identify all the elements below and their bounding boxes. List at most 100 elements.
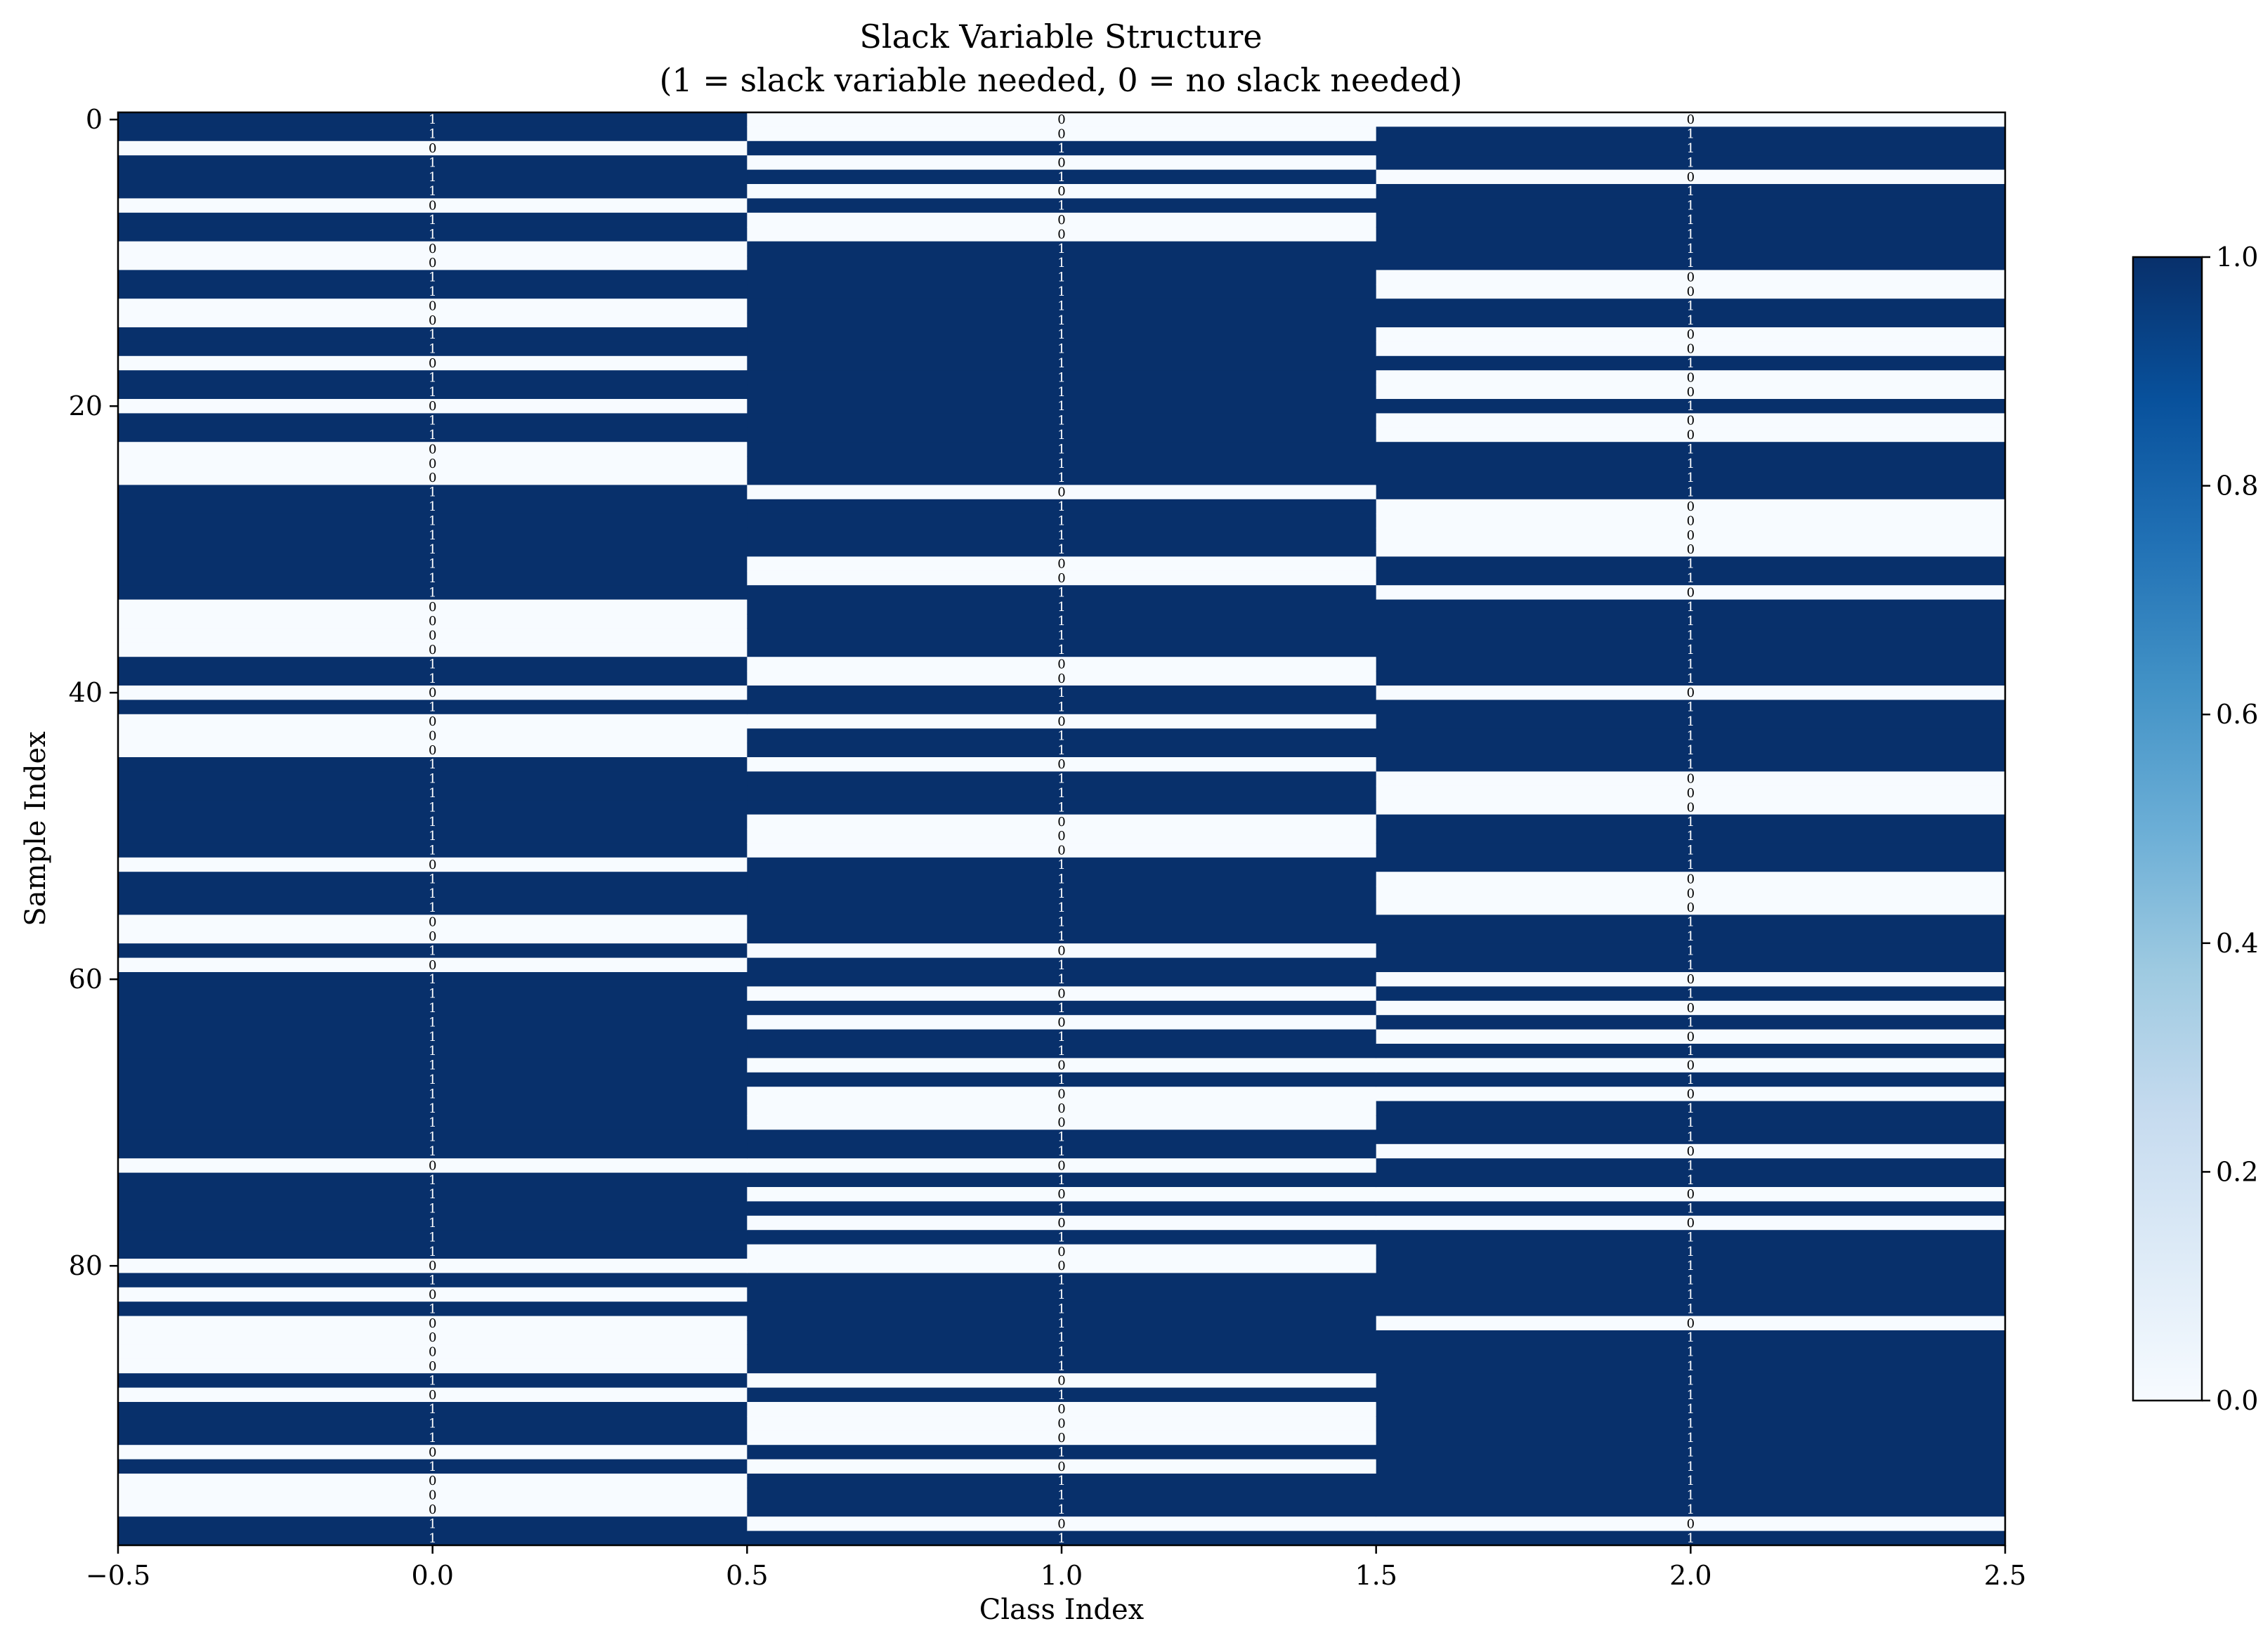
heatmap-cell — [747, 943, 1377, 959]
heatmap-cell — [1376, 1058, 2006, 1073]
cell-value-label: 0 — [1057, 1115, 1065, 1130]
heatmap-cell — [118, 227, 748, 242]
cell-value-label: 1 — [429, 342, 436, 357]
heatmap-cell — [747, 227, 1377, 242]
heatmap-cell — [747, 1330, 1377, 1345]
cell-value-label: 1 — [1057, 1330, 1065, 1345]
cell-value-label: 1 — [1057, 499, 1065, 514]
cell-value-label: 1 — [1057, 1302, 1065, 1316]
heatmap-cell — [747, 556, 1377, 572]
heatmap-cell — [747, 843, 1377, 858]
cell-value-label: 0 — [1057, 112, 1065, 127]
heatmap-cell — [1376, 1215, 2006, 1231]
heatmap-cell — [747, 1430, 1377, 1446]
heatmap-cell — [1376, 872, 2006, 887]
heatmap-cell — [1376, 642, 2006, 657]
cell-value-label: 1 — [1057, 442, 1065, 457]
heatmap-cell — [1376, 227, 2006, 242]
heatmap-cell — [118, 1115, 748, 1130]
cell-value-label: 1 — [429, 972, 436, 987]
heatmap-cell — [1376, 771, 2006, 787]
cell-value-label: 1 — [1687, 657, 1695, 671]
heatmap-cell — [118, 570, 748, 586]
heatmap-cell — [747, 742, 1377, 758]
cell-value-label: 1 — [429, 1402, 436, 1417]
cell-value-label: 1 — [429, 542, 436, 557]
heatmap-cell — [118, 1087, 748, 1102]
heatmap-cell — [1376, 1330, 2006, 1345]
cell-value-label: 0 — [429, 1445, 436, 1460]
heatmap-cell — [747, 900, 1377, 915]
heatmap-cell — [1376, 1402, 2006, 1417]
heatmap-cell — [1376, 700, 2006, 715]
cell-value-label: 0 — [1057, 485, 1065, 500]
cell-value-label: 1 — [1057, 800, 1065, 815]
cell-value-label: 1 — [1057, 1287, 1065, 1302]
chart-subtitle: (1 = slack variable needed, 0 = no slack… — [659, 61, 1462, 99]
cell-value-label: 1 — [429, 370, 436, 385]
cell-value-label: 1 — [429, 815, 436, 830]
cell-value-label: 0 — [429, 1388, 436, 1403]
cell-value-label: 1 — [1057, 1531, 1065, 1546]
cell-value-label: 0 — [1057, 127, 1065, 142]
cell-value-label: 1 — [429, 1115, 436, 1130]
heatmap-cell — [747, 957, 1377, 973]
cell-value-label: 1 — [1687, 1115, 1695, 1130]
heatmap-cell — [1376, 1459, 2006, 1474]
cell-value-label: 1 — [1057, 471, 1065, 485]
cell-value-label: 0 — [429, 743, 436, 758]
heatmap-cell — [747, 1172, 1377, 1188]
heatmap-cell — [747, 499, 1377, 514]
x-tick-label: −0.5 — [86, 1560, 150, 1591]
cell-value-label: 1 — [1687, 1445, 1695, 1460]
heatmap-cell — [1376, 857, 2006, 872]
heatmap-cell — [1376, 1101, 2006, 1116]
heatmap-cell — [747, 1259, 1377, 1273]
heatmap-cell — [747, 471, 1377, 485]
cell-value-label: 1 — [1687, 1402, 1695, 1417]
heatmap-cell — [747, 686, 1377, 700]
cell-value-label: 1 — [1687, 1202, 1695, 1217]
heatmap-cell — [1376, 198, 2006, 214]
heatmap-cell — [118, 1488, 748, 1503]
heatmap-cell — [118, 657, 748, 672]
cell-value-label: 1 — [429, 270, 436, 285]
heatmap-cell — [747, 327, 1377, 342]
cell-value-label: 1 — [1687, 571, 1695, 586]
heatmap-cell — [118, 1044, 748, 1058]
heatmap-cell — [118, 1416, 748, 1431]
heatmap-cell — [1376, 1302, 2006, 1317]
heatmap-cell — [747, 929, 1377, 944]
heatmap-cell — [1376, 370, 2006, 386]
cell-value-label: 0 — [429, 1345, 436, 1360]
cell-value-label: 1 — [1057, 1230, 1065, 1245]
heatmap-cell — [1376, 384, 2006, 400]
heatmap-cell — [1376, 355, 2006, 371]
cell-value-label: 0 — [1687, 385, 1695, 400]
cell-value-label: 0 — [429, 1359, 436, 1374]
heatmap-cell — [1376, 126, 2006, 142]
cell-value-label: 1 — [1687, 457, 1695, 471]
cell-value-label: 1 — [1687, 987, 1695, 1002]
heatmap-cell — [747, 642, 1377, 657]
colorbar-tick-label: 0.0 — [2216, 1385, 2258, 1416]
heatmap-cell — [1376, 599, 2006, 615]
heatmap-cell — [747, 829, 1377, 844]
cell-value-label: 1 — [429, 1058, 436, 1073]
heatmap-cell — [747, 628, 1377, 643]
cell-value-label: 0 — [1687, 1001, 1695, 1016]
heatmap-cell — [747, 456, 1377, 471]
cell-value-label: 1 — [1687, 399, 1695, 414]
heatmap-cell — [118, 499, 748, 514]
cell-value-label: 1 — [429, 528, 436, 543]
heatmap-cell — [1376, 757, 2006, 772]
heatmap-cell — [1376, 212, 2006, 228]
cell-value-label: 0 — [1687, 1316, 1695, 1331]
cell-value-label: 1 — [1687, 643, 1695, 657]
cell-value-label: 1 — [1687, 199, 1695, 214]
cell-value-label: 1 — [1687, 915, 1695, 930]
cell-value-label: 1 — [1057, 199, 1065, 214]
cell-value-label: 0 — [1687, 499, 1695, 514]
heatmap-cell — [1376, 671, 2006, 686]
